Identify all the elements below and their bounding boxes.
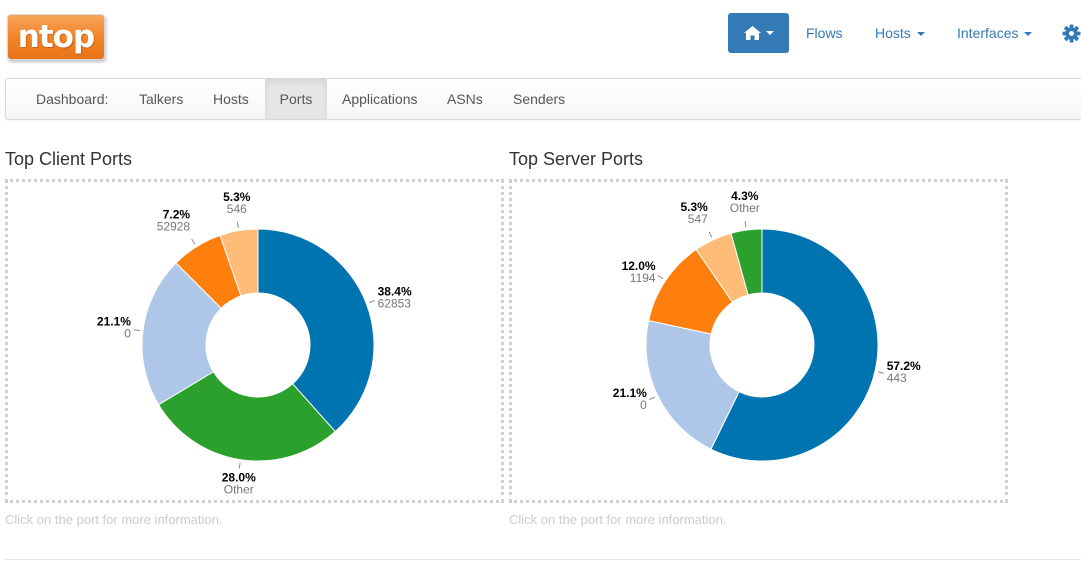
pie-slice[interactable] <box>645 319 740 450</box>
tab-talkers[interactable]: Talkers <box>139 91 184 107</box>
client-ports-donut-chart[interactable]: 38.4%62853 28.0%Other 21.1%0 7.2%52928 5.3%5… <box>8 182 501 500</box>
slice-port-label[interactable]: 52928 <box>157 219 191 233</box>
ports-tab-bar: Dashboard: Talkers Hosts Ports Applicati… <box>5 78 1081 120</box>
pie-slice[interactable] <box>219 228 259 297</box>
slice-port-label[interactable]: 547 <box>688 212 708 226</box>
slice-port-label[interactable]: Other <box>730 201 760 215</box>
label-leader-line <box>238 462 241 469</box>
label-leader-line <box>708 231 713 238</box>
label-leader-line <box>369 299 375 304</box>
home-dropdown-button[interactable] <box>728 13 789 53</box>
nav-hosts-dropdown[interactable]: Hosts <box>875 25 925 41</box>
pie-slice[interactable] <box>257 228 375 433</box>
pie-slice[interactable] <box>710 228 879 462</box>
pie-slice[interactable] <box>730 228 763 296</box>
slice-percent-label: 28.0% <box>222 471 256 485</box>
label-leader-line <box>191 238 196 245</box>
slice-percent-label: 38.4% <box>378 284 412 298</box>
ntop-logo[interactable]: ntop <box>7 14 105 60</box>
label-leader-line <box>657 275 664 280</box>
label-leader-line <box>133 329 140 331</box>
slice-percent-label: 21.1% <box>97 314 131 328</box>
client-ports-title: Top Client Ports <box>5 149 133 169</box>
slice-port-label[interactable]: 546 <box>227 202 247 216</box>
gear-icon[interactable] <box>1062 24 1081 43</box>
label-leader-line <box>877 371 884 374</box>
slice-port-label[interactable]: Other <box>224 483 254 497</box>
slice-port-label[interactable]: 443 <box>887 371 907 385</box>
slice-port-label[interactable]: 0 <box>124 326 131 340</box>
slice-port-label[interactable]: 0 <box>640 398 647 412</box>
slice-percent-label: 5.3% <box>223 190 251 204</box>
nav-hosts-label: Hosts <box>875 25 911 41</box>
slice-percent-label: 12.0% <box>622 259 656 273</box>
pie-slice[interactable] <box>157 371 336 462</box>
caret-down-icon <box>1024 32 1033 37</box>
tab-applications[interactable]: Applications <box>342 91 418 107</box>
home-icon <box>743 26 761 40</box>
server-ports-title: Top Server Ports <box>509 149 644 169</box>
tab-hosts[interactable]: Hosts <box>213 91 249 107</box>
server-ports-chart-box: 57.2% 443 21.1% 0 12.0% 1194 5.3% 547 4.3% Other <box>509 179 1008 503</box>
tab-ports[interactable]: Ports <box>265 79 327 119</box>
server-ports-donut-chart[interactable]: 57.2%443 21.1%0 12.0%1194 5.3%547 4.3%Other <box>512 182 1005 500</box>
tab-asns[interactable]: ASNs <box>447 91 483 107</box>
label-leader-line <box>744 221 747 228</box>
slice-percent-label: 4.3% <box>731 189 759 203</box>
nav-flows-label: Flows <box>806 25 843 41</box>
nav-interfaces-dropdown[interactable]: Interfaces <box>957 25 1033 41</box>
server-ports-help-text: Click on the port for more information. <box>509 512 727 527</box>
nav-flows-link[interactable]: Flows <box>806 25 843 41</box>
client-ports-chart-box: 38.4% 62853 28.0% Other 21.1% 0 7.2% 52928 5.3% 5… <box>5 179 504 503</box>
label-leader-line <box>236 221 239 228</box>
caret-down-icon <box>765 31 774 35</box>
slice-percent-label: 5.3% <box>680 200 708 214</box>
slice-port-label[interactable]: 62853 <box>378 296 412 310</box>
logo-text: ntop <box>17 18 95 55</box>
slice-percent-label: 57.2% <box>887 359 921 373</box>
divider <box>5 559 1081 560</box>
tab-dashboard-label: Dashboard: <box>36 91 109 107</box>
tab-senders[interactable]: Senders <box>513 91 566 107</box>
client-ports-help-text: Click on the port for more information. <box>5 512 223 527</box>
label-leader-line <box>649 396 656 400</box>
slice-percent-label: 7.2% <box>163 207 191 221</box>
caret-down-icon <box>916 32 925 37</box>
nav-interfaces-label: Interfaces <box>957 25 1019 41</box>
pie-slice[interactable] <box>141 262 222 406</box>
slice-percent-label: 21.1% <box>613 386 647 400</box>
slice-port-label[interactable]: 1194 <box>630 271 656 285</box>
